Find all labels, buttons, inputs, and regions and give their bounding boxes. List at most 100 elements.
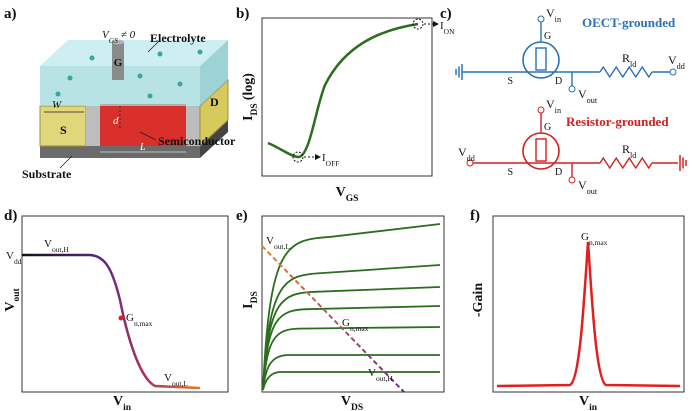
subscript: in (555, 106, 561, 115)
subscript: DS (351, 403, 363, 411)
text-part: V (546, 97, 555, 111)
subscript: DS (250, 291, 260, 303)
subscript: in (589, 403, 598, 411)
text-part: G (126, 312, 134, 324)
resistor (599, 65, 653, 79)
text-part: (log) (241, 73, 256, 101)
text-part: V (336, 185, 346, 200)
subscript: out,H (52, 245, 69, 254)
pointer (59, 155, 73, 169)
label: W (52, 99, 62, 111)
vtc-curve (22, 253, 201, 390)
subscript: n,max (350, 324, 369, 333)
subscript: GS (109, 36, 118, 45)
text-part: R (622, 51, 630, 65)
text-part: V (3, 302, 18, 312)
subscript: DS (250, 103, 260, 115)
label: Vin (546, 97, 561, 115)
plot-frame (492, 215, 685, 393)
label: D (555, 167, 562, 178)
text-part: V (102, 29, 110, 41)
output-curve (262, 354, 440, 391)
text-part: G (581, 231, 589, 243)
channel (535, 138, 547, 162)
panel-label: b) (236, 6, 249, 22)
output-curve (262, 326, 441, 391)
label: Vout,L (266, 235, 290, 251)
text-part: ≠ 0 (121, 29, 136, 41)
circuit (466, 106, 687, 184)
circuit (455, 15, 677, 93)
resistor (599, 156, 653, 170)
label: Vout,H (44, 238, 69, 254)
text-part: V (578, 87, 587, 101)
device-schematic (39, 39, 229, 169)
substrate-side (200, 120, 228, 158)
label: d (113, 115, 119, 127)
subscript: OFF (326, 159, 340, 168)
label: Vdd (668, 53, 685, 71)
text-part: V (44, 238, 52, 250)
panel-label: a) (4, 6, 17, 22)
label: Substrate (22, 167, 72, 181)
label: Vin (579, 394, 598, 411)
text-part: I (241, 303, 256, 308)
label: Vin (113, 394, 132, 411)
subscript: out,L (274, 242, 290, 251)
label: L (139, 142, 146, 153)
output-curve (262, 371, 440, 391)
label: Rld (622, 51, 636, 69)
text-part: V (458, 145, 467, 159)
terminal (568, 176, 576, 184)
subscript: ld (630, 151, 636, 160)
subscript: in (123, 403, 132, 411)
label: VDS (341, 394, 363, 411)
label: Electrolyte (150, 31, 206, 45)
electrolyte-top (40, 40, 228, 66)
subscript: ON (444, 27, 455, 36)
output-curves (262, 223, 441, 391)
output-curve (262, 223, 441, 391)
label: Vdd (458, 145, 475, 163)
label: VGS (336, 185, 359, 204)
subscript: dd (467, 154, 475, 163)
text-part: V (546, 6, 555, 20)
label: G (114, 57, 123, 69)
on-marker (412, 18, 424, 30)
panel-label: e) (236, 208, 248, 224)
drain-block (199, 78, 229, 148)
label: Vdd (6, 250, 22, 266)
spacer (86, 106, 100, 146)
subscript: n,max (134, 319, 153, 328)
transfer-curve (267, 22, 419, 159)
plot-frame (261, 215, 445, 393)
output-curve (262, 305, 441, 391)
text-part: V (6, 250, 14, 262)
label: Rld (622, 142, 636, 160)
text-part: V (578, 178, 587, 192)
label: Vout,L (164, 372, 188, 388)
text-part: V (579, 394, 589, 409)
label: G (544, 122, 551, 133)
label: Vout (3, 287, 22, 311)
label: Gn,max (126, 312, 153, 328)
terminal (466, 159, 474, 167)
subscript: out (587, 187, 598, 196)
terminal (669, 68, 677, 76)
label: Vout,H (368, 367, 393, 383)
label: IOFF (322, 152, 339, 168)
gain-point (118, 315, 124, 321)
panel-label: d) (4, 208, 17, 224)
text-part: V (113, 394, 123, 409)
pointer (147, 39, 161, 53)
subscript: dd (14, 257, 22, 266)
label: Gn,max (342, 317, 369, 333)
label: D (210, 95, 219, 109)
panel-label: f) (470, 208, 480, 224)
text-part: V (266, 235, 274, 247)
subscript: out (587, 96, 598, 105)
subscript: n,max (589, 238, 608, 247)
